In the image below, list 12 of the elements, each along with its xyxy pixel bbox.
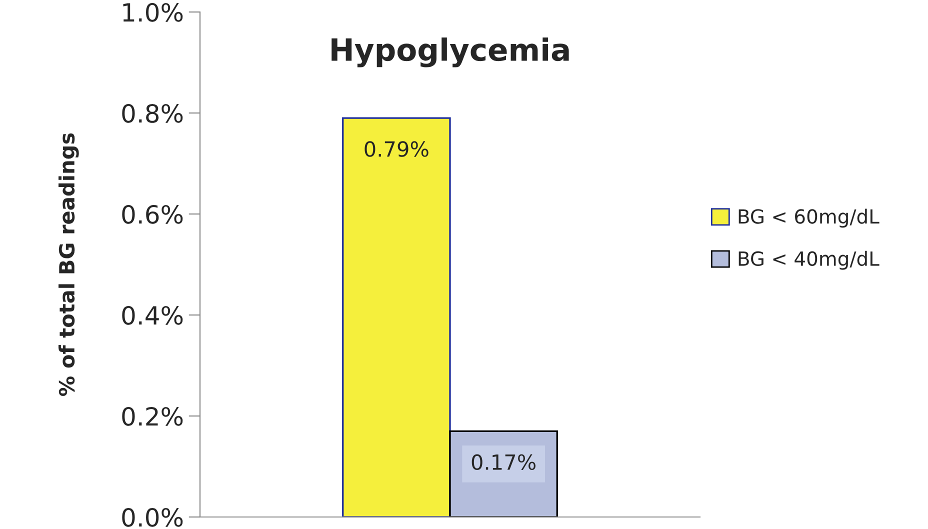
legend-label: BG < 60mg/dL — [738, 208, 880, 228]
text: Hypoglycemia — [332, 37, 569, 68]
data-label: 0.17% — [472, 454, 536, 470]
data-label: 0.79% — [364, 141, 428, 157]
legend-label: BG < 40mg/dL — [738, 250, 880, 270]
y-tick-label: 0.0% — [122, 508, 183, 527]
y-tick-label: 0.2% — [122, 406, 183, 426]
y-tick-label: 1.0% — [123, 2, 183, 22]
y-tick-label: 0.6% — [122, 204, 183, 224]
y-tick-label: 0.8% — [122, 104, 183, 123]
y-axis-title: % of total BG readings — [58, 133, 79, 396]
y-tick-label: 0.4% — [122, 306, 183, 325]
